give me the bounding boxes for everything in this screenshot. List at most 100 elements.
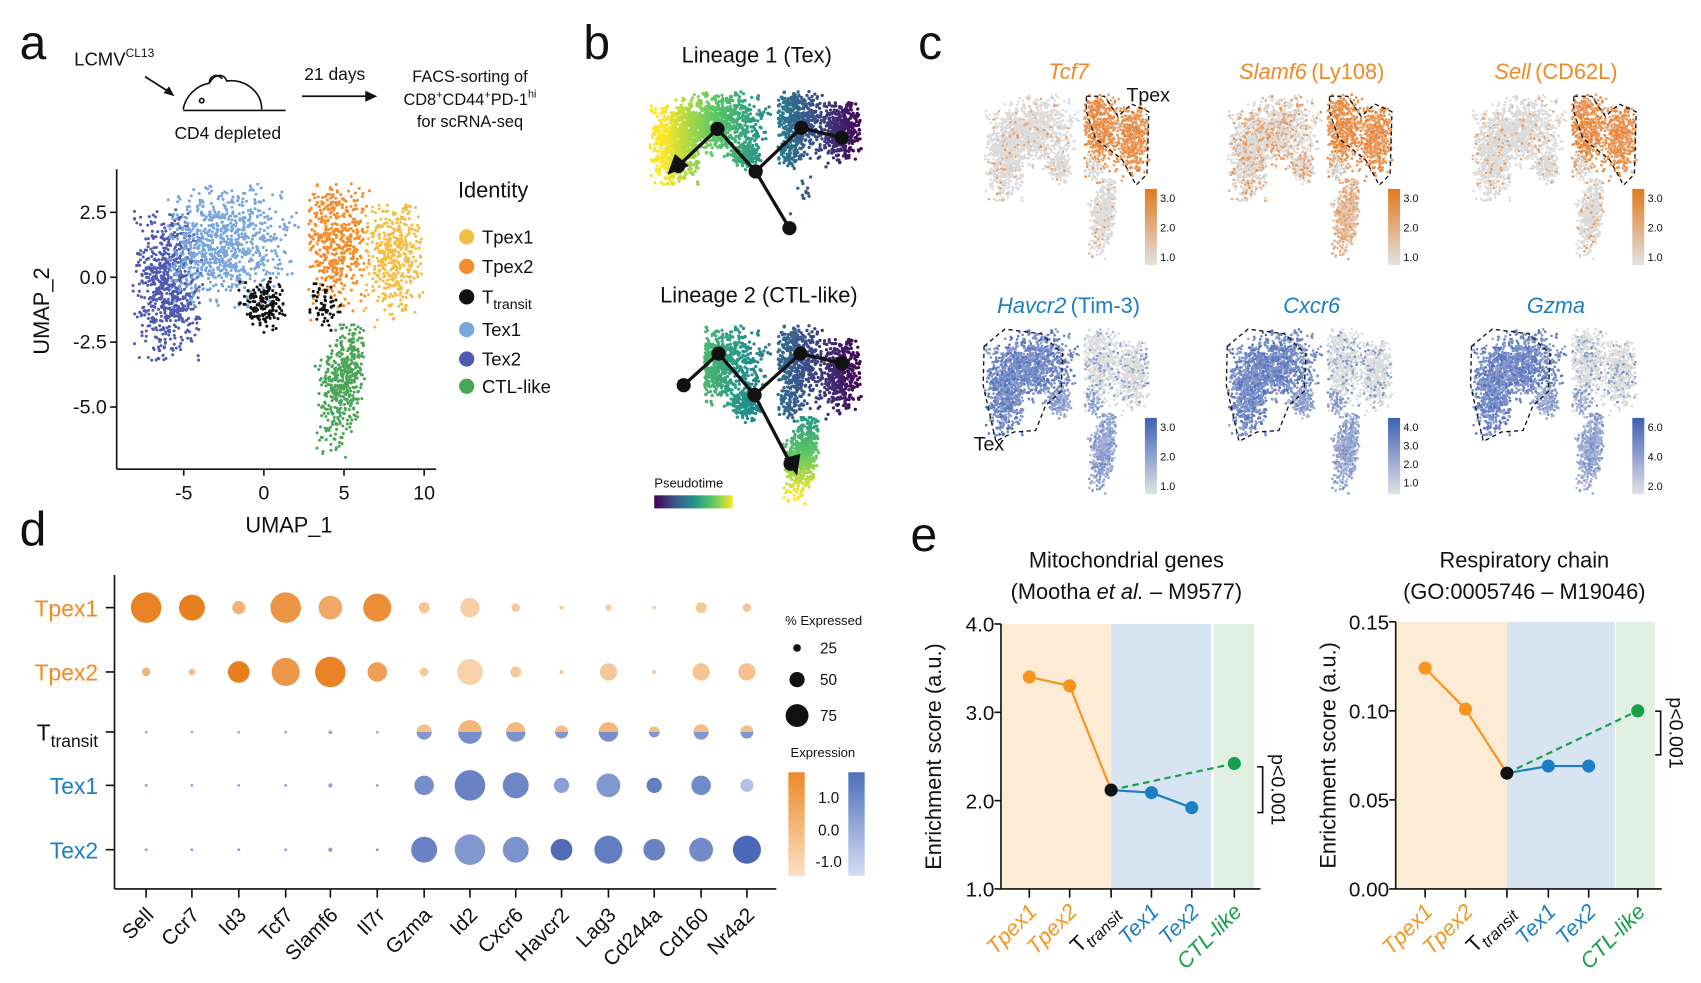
cell-point [764, 137, 767, 140]
cell-point [208, 211, 211, 214]
cell-point [345, 209, 348, 212]
cell-point [348, 234, 351, 237]
cell-point [187, 323, 190, 326]
cell-point [815, 138, 818, 141]
cell-point [237, 289, 240, 292]
cell-point [204, 228, 207, 231]
cell-point [353, 357, 356, 360]
cell-point [336, 423, 339, 426]
cell-point [272, 309, 275, 312]
cell-point [401, 210, 404, 213]
cell-point [399, 241, 402, 244]
cell-point [358, 331, 361, 334]
cell-point [337, 256, 340, 259]
cell-point [197, 354, 200, 357]
cell-point [338, 411, 341, 414]
cell-point [329, 207, 332, 210]
cell-point [210, 273, 213, 276]
cell-point [410, 263, 413, 266]
cell-point [220, 246, 223, 249]
cell-point [254, 201, 257, 204]
cell-point [737, 141, 740, 144]
cell-point [326, 285, 329, 288]
cell-point [338, 420, 341, 423]
cell-point [778, 120, 781, 123]
cell-point [326, 198, 329, 201]
cell-point [341, 376, 344, 379]
cell-point [226, 235, 229, 238]
cell-point [255, 251, 258, 254]
cell-point [349, 422, 352, 425]
cell-point [138, 290, 141, 293]
cell-point [744, 108, 747, 111]
cell-point [211, 230, 214, 233]
cell-point [329, 264, 332, 267]
cell-point [194, 272, 197, 275]
cell-point [220, 269, 223, 272]
cell-point [335, 273, 338, 276]
cell-point [693, 93, 696, 96]
cell-point [742, 111, 745, 114]
cell-point [675, 114, 678, 117]
cell-point [399, 265, 402, 268]
cell-point [341, 424, 344, 427]
cell-point [342, 364, 345, 367]
cell-point [402, 243, 405, 246]
cell-point [158, 280, 161, 283]
cell-point [147, 317, 150, 320]
cell-point [185, 216, 188, 219]
cell-point [326, 270, 329, 273]
cell-point [402, 207, 405, 210]
cell-point [253, 315, 256, 318]
cell-point [195, 327, 198, 330]
cell-point [333, 438, 336, 441]
cell-point [330, 306, 333, 309]
cell-point [138, 283, 141, 286]
cell-point [324, 298, 327, 301]
cell-point [398, 224, 401, 227]
cell-point [350, 398, 353, 401]
cell-point [368, 263, 371, 266]
cell-point [399, 248, 402, 251]
cell-point [265, 298, 268, 301]
y-tick-label: -5.0 [73, 397, 107, 419]
cell-point [169, 227, 172, 230]
cell-point [418, 227, 421, 230]
cell-point [180, 252, 183, 255]
cell-point [316, 291, 319, 294]
cell-point [338, 441, 341, 444]
cell-point [357, 222, 360, 225]
cell-point [343, 336, 346, 339]
cell-point [147, 313, 150, 316]
cell-point [286, 273, 289, 276]
cell-point [782, 112, 785, 115]
cell-point [798, 147, 801, 150]
cell-point [655, 168, 658, 171]
cell-point [148, 215, 151, 218]
cell-point [214, 276, 217, 279]
cell-point [335, 183, 338, 186]
cell-point [230, 218, 233, 221]
cell-point [181, 338, 184, 341]
cell-point [272, 236, 275, 239]
cell-point [158, 324, 161, 327]
cell-point [316, 183, 319, 186]
cell-point [380, 263, 383, 266]
cell-point [335, 252, 338, 255]
cell-point [335, 376, 338, 379]
cell-point [238, 260, 241, 263]
legend-label: Tpex1 [482, 226, 533, 247]
cell-point [262, 199, 265, 202]
cell-point [764, 107, 767, 110]
cell-point [379, 244, 382, 247]
cell-point [163, 273, 166, 276]
cell-point [188, 235, 191, 238]
cell-point [778, 103, 781, 106]
cell-point [405, 296, 408, 299]
cell-point [696, 160, 699, 163]
cell-point [797, 118, 800, 121]
cell-point [377, 264, 380, 267]
cell-point [320, 200, 323, 203]
cell-point [413, 311, 416, 314]
cell-point [355, 228, 358, 231]
